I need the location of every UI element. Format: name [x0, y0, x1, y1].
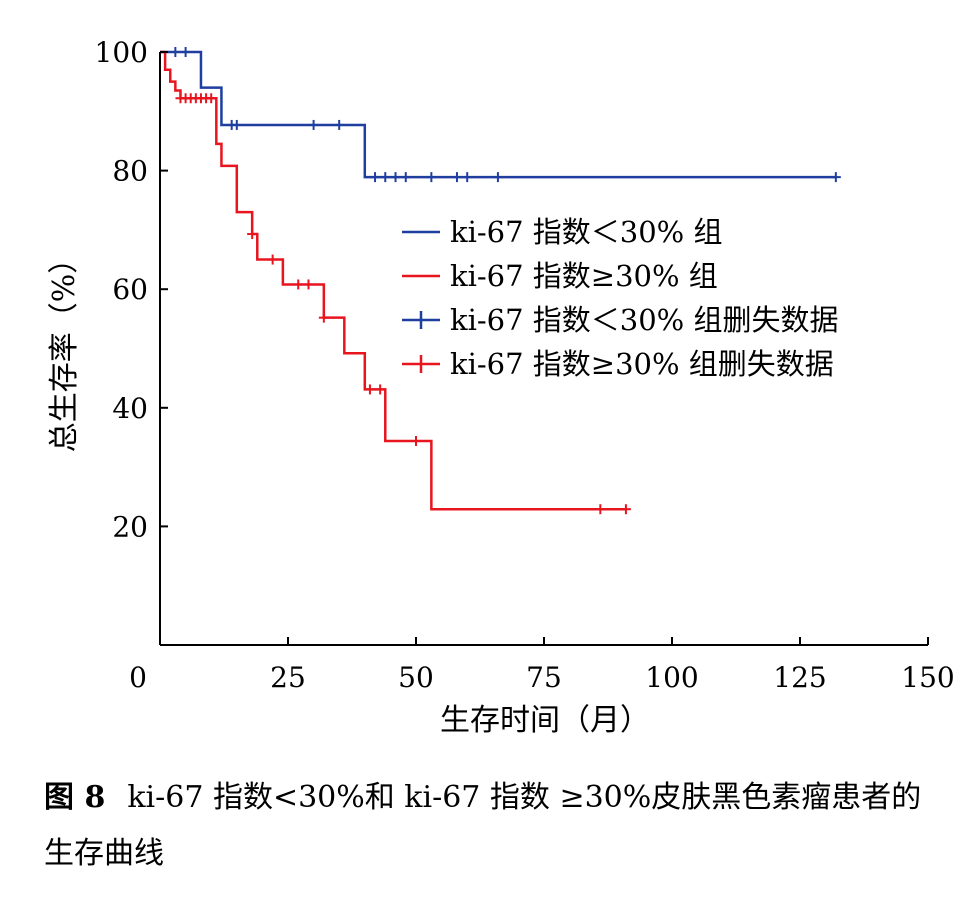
x-tick-label: 100: [645, 661, 698, 694]
x-tick-label: 75: [526, 661, 562, 694]
y-tick-label: 40: [112, 392, 148, 425]
figure-label: 图 8: [44, 780, 106, 815]
legend-label: ki-67 指数≥30% 组: [450, 259, 718, 293]
y-tick-label: 80: [112, 155, 148, 188]
x-tick-label: 50: [398, 661, 434, 694]
survival-chart: 0 25 50 75 100 125 150 20 40 60 80 100 ki-67 指数＜30…: [47, 36, 955, 738]
y-tick-label: 20: [112, 510, 148, 543]
legend-label: ki-67 指数＜30% 组删失数据: [450, 303, 838, 337]
series-line-1: [160, 50, 836, 179]
y-axis: 20 40 60 80 100: [95, 36, 168, 645]
y-tick-label: 60: [112, 273, 148, 306]
x-axis: 0 25 50 75 100 125 150: [129, 637, 955, 694]
series-line-2: [160, 50, 626, 511]
plot-marks: [160, 47, 841, 515]
x-tick-label: 150: [901, 661, 954, 694]
figure-caption-text: ki-67 指数<30%和 ki-67 指数 ≥30%皮肤黑色素瘤患者的生存曲线: [44, 780, 922, 871]
x-tick-label: 25: [270, 661, 306, 694]
legend-label: ki-67 指数≥30% 组删失数据: [450, 347, 834, 381]
x-tick-label: 0: [129, 661, 147, 694]
x-tick-label: 125: [773, 661, 826, 694]
y-tick-label: 100: [95, 36, 148, 69]
y-axis-title: 总生存率（%）: [47, 244, 82, 453]
x-axis-title: 生存时间（月）: [440, 703, 650, 738]
figure-caption: 图 8 ki-67 指数<30%和 ki-67 指数 ≥30%皮肤黑色素瘤患者的生…: [44, 770, 944, 882]
legend-label: ki-67 指数＜30% 组: [450, 215, 722, 249]
legend: ki-67 指数＜30% 组 ki-67 指数≥30% 组 ki-67 指数＜30%…: [402, 215, 838, 381]
